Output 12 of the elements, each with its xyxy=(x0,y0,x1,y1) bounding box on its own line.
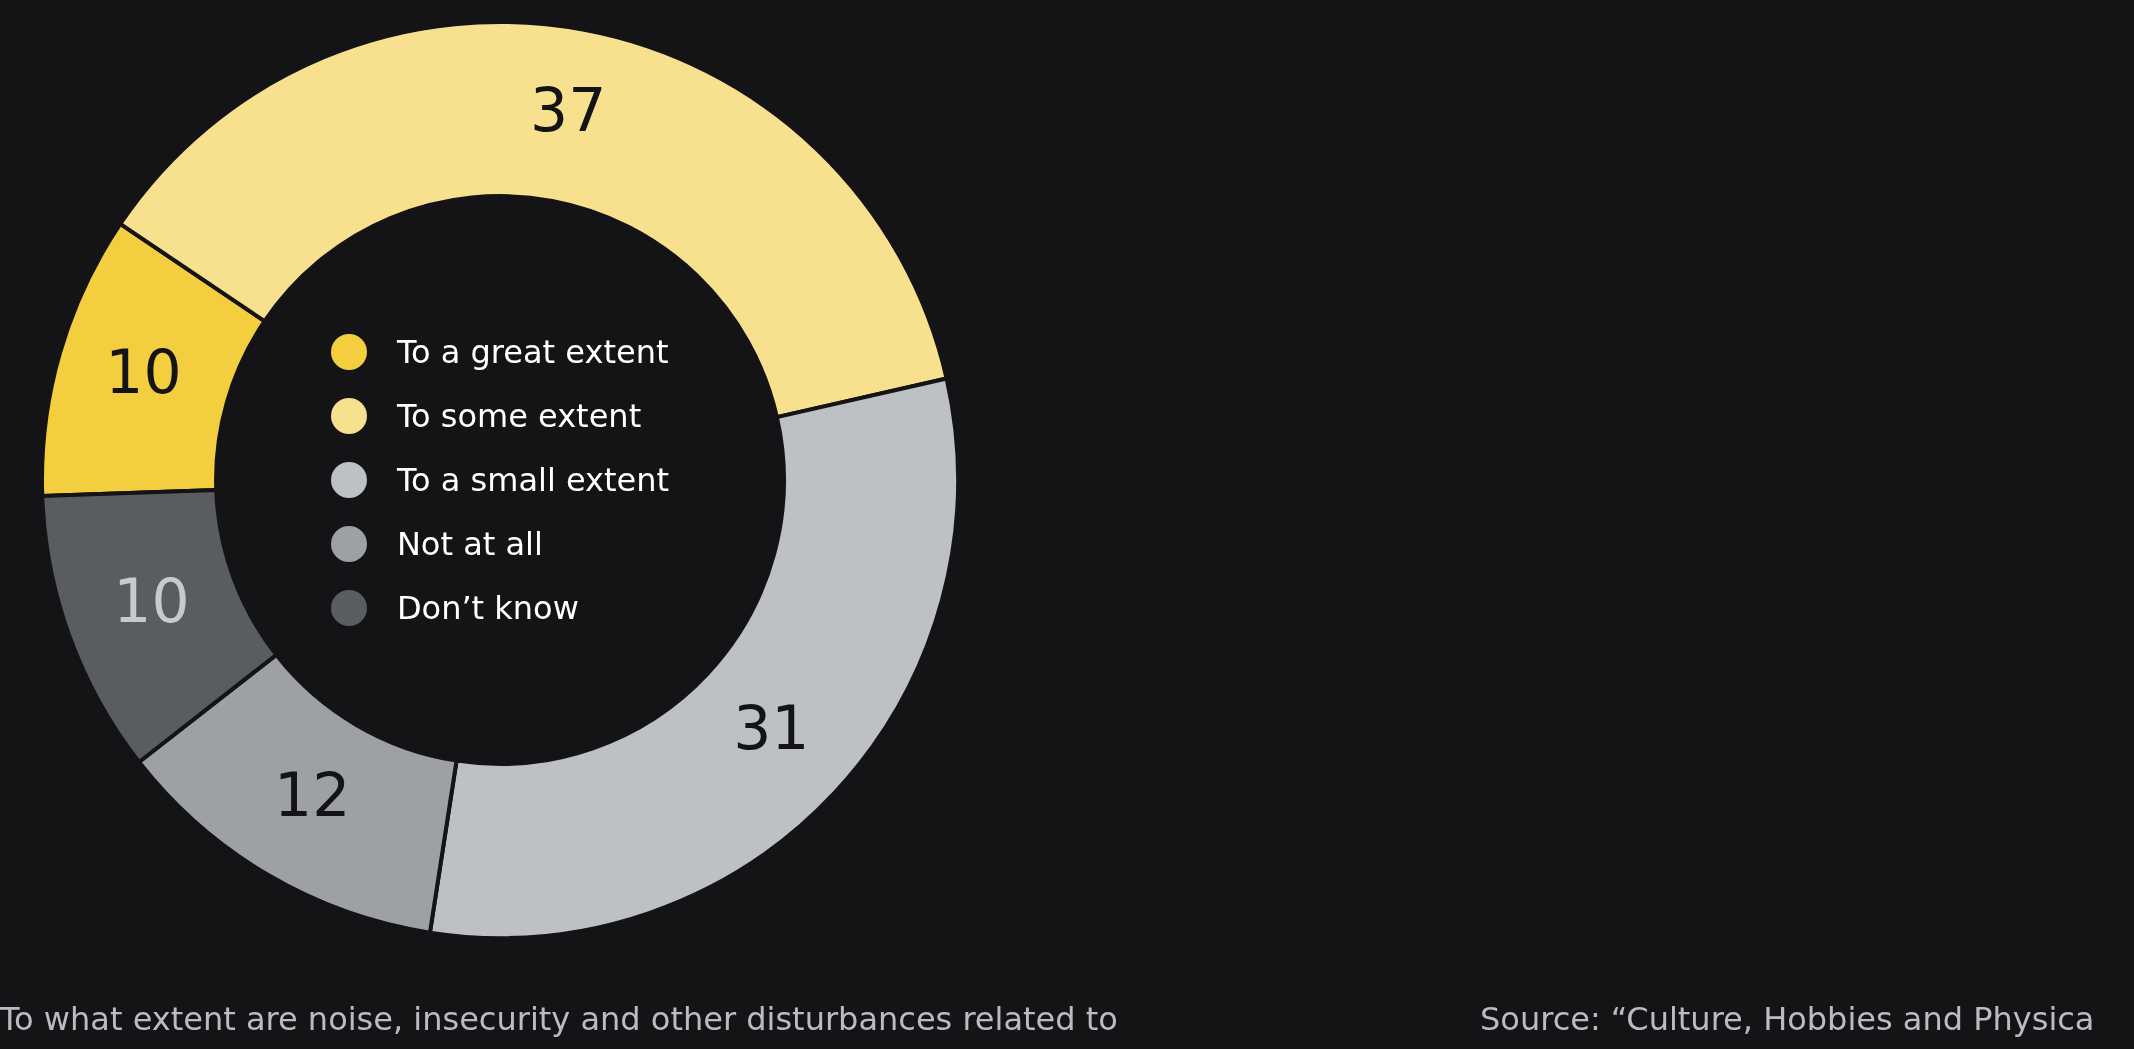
legend-label: To a great extent xyxy=(396,333,669,371)
source-note: Source: “Culture, Hobbies and Physica xyxy=(1480,1000,2095,1038)
legend-label: Don’t know xyxy=(396,589,579,627)
legend-label: To a small extent xyxy=(396,461,670,499)
data-label: 10 xyxy=(113,566,190,637)
data-label: 31 xyxy=(733,692,810,763)
data-label: 37 xyxy=(530,74,607,145)
legend-label: To some extent xyxy=(396,397,642,435)
data-label: 10 xyxy=(105,337,182,408)
legend-label: Not at all xyxy=(396,525,543,563)
data-label: 12 xyxy=(274,759,351,830)
text: To what extent are noise, insecurity and other disturbances related to xyxy=(0,1000,1118,1038)
